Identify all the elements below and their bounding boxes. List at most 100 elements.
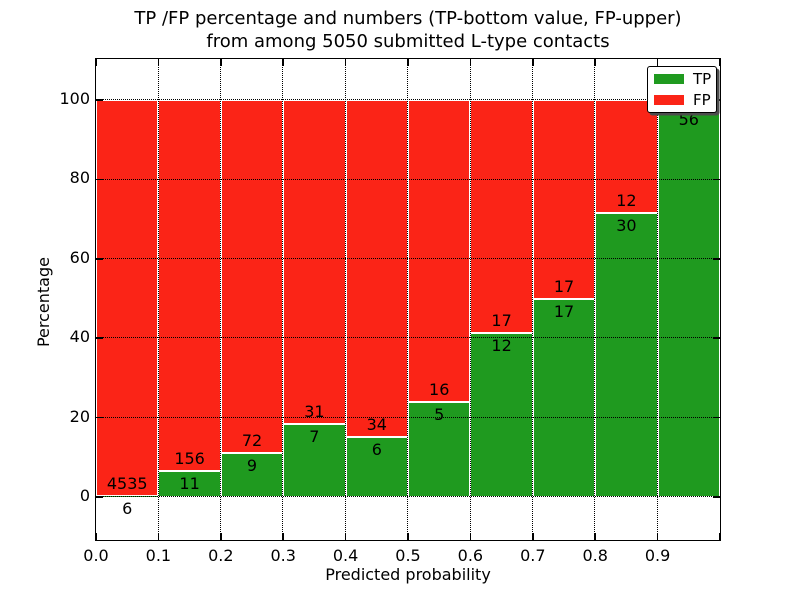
y-tick-label: 40 xyxy=(69,327,90,347)
fp-count-label: 156 xyxy=(174,448,205,468)
bar-segment-tp xyxy=(657,106,720,497)
legend-swatch-fp xyxy=(654,95,684,105)
tp-count-label: 5 xyxy=(434,405,445,425)
legend-label-tp: TP xyxy=(693,70,712,88)
x-tick-label: 0.9 xyxy=(644,546,671,565)
legend: TP FP xyxy=(647,66,717,113)
y-tick-label: 20 xyxy=(69,406,90,426)
fp-count-label: 4535 xyxy=(106,474,148,494)
bar-segment-fp xyxy=(158,100,221,471)
fp-count-label: 17 xyxy=(553,276,575,296)
bar-segment-tp xyxy=(345,437,408,497)
tp-count-label: 9 xyxy=(246,455,258,475)
x-tick-label: 0.3 xyxy=(270,546,296,565)
x-tick-bottom xyxy=(656,533,659,540)
v-gridline xyxy=(157,59,159,540)
x-tick-bottom xyxy=(220,533,222,540)
x-tick-bottom xyxy=(407,533,409,540)
plot-area: 4535615611729317346165171217171230156 xyxy=(95,58,721,541)
legend-entry-fp: FP xyxy=(654,91,716,109)
y-tick-right xyxy=(713,258,720,260)
tp-count-label: 7 xyxy=(309,426,320,446)
y-tick-right xyxy=(713,178,720,181)
chart-title-line2: from among 5050 submitted L-type contact… xyxy=(206,31,610,52)
chart-title-line1: TP /FP percentage and numbers (TP-bottom… xyxy=(134,8,682,29)
y-tick-label: 80 xyxy=(69,168,90,188)
x-tick-bottom xyxy=(469,533,472,540)
bar-segment-tp xyxy=(470,332,533,497)
x-axis-label: Predicted probability xyxy=(325,565,491,584)
x-tick-top xyxy=(282,59,284,66)
v-gridline xyxy=(407,59,409,540)
v-gridline xyxy=(532,59,533,540)
x-tick-bottom xyxy=(344,533,347,540)
y-tick-left xyxy=(96,99,103,101)
y-tick-right xyxy=(713,337,720,339)
tp-count-label: 11 xyxy=(179,473,200,493)
bar-segment-fp xyxy=(283,100,346,424)
x-tick-label: 0.8 xyxy=(582,546,608,565)
tp-count-label: 6 xyxy=(371,440,382,460)
legend-label-fp: FP xyxy=(693,91,711,109)
x-tick-top xyxy=(719,59,721,66)
bar-segment-fp xyxy=(220,100,284,453)
fp-count-label: 72 xyxy=(241,430,263,450)
bar-segment-tp xyxy=(532,298,596,497)
y-tick-left xyxy=(96,496,103,498)
x-tick-top xyxy=(656,59,659,66)
tp-count-label: 12 xyxy=(491,335,512,355)
fp-count-label: 31 xyxy=(304,401,325,421)
y-tick-label: 100 xyxy=(59,89,90,108)
tp-count-label: 30 xyxy=(616,216,637,236)
x-tick-bottom xyxy=(95,533,97,540)
v-gridline xyxy=(220,59,221,540)
y-tick-label: 60 xyxy=(69,247,90,267)
x-tick-label: 0.1 xyxy=(145,546,172,565)
x-tick-bottom xyxy=(719,533,721,540)
x-tick-bottom xyxy=(532,533,534,540)
fp-count-label: 34 xyxy=(366,415,387,435)
bar-segment-fp xyxy=(96,100,159,497)
x-tick-top xyxy=(220,59,222,66)
bar-segment-fp xyxy=(408,100,471,403)
y-tick-right xyxy=(713,496,720,498)
y-tick-left xyxy=(96,178,103,181)
x-tick-top xyxy=(469,59,472,66)
v-gridline xyxy=(282,59,284,540)
v-gridline xyxy=(344,59,346,540)
x-tick-bottom xyxy=(282,533,284,540)
x-tick-label: 0.0 xyxy=(83,546,109,565)
x-tick-top xyxy=(532,59,534,66)
v-gridline xyxy=(594,59,596,540)
x-tick-bottom xyxy=(157,533,160,540)
fp-count-label: 17 xyxy=(491,310,512,330)
y-tick-right xyxy=(713,416,720,419)
y-tick-left xyxy=(96,258,103,260)
legend-entry-tp: TP xyxy=(654,70,716,88)
x-tick-label: 0.7 xyxy=(520,546,546,565)
x-tick-top xyxy=(95,59,97,66)
bar-segment-fp xyxy=(532,100,596,299)
bar-segment-fp xyxy=(470,100,533,333)
x-tick-top xyxy=(157,59,160,66)
x-tick-label: 0.2 xyxy=(208,546,234,565)
v-gridline xyxy=(656,59,658,540)
y-tick-label: 0 xyxy=(79,486,90,505)
x-tick-top xyxy=(344,59,347,66)
tp-count-label: 17 xyxy=(553,301,575,321)
y-tick-left xyxy=(96,416,103,419)
x-tick-top xyxy=(407,59,409,66)
tp-count-label: 6 xyxy=(122,499,133,519)
tp-count-label: 56 xyxy=(678,109,699,129)
x-tick-label: 0.6 xyxy=(457,546,484,565)
legend-swatch-tp xyxy=(654,74,684,84)
y-axis-label: Percentage xyxy=(34,257,53,348)
bar-segment-fp xyxy=(595,100,658,214)
y-tick-left xyxy=(96,337,103,339)
fp-count-label: 12 xyxy=(616,191,637,211)
fp-count-label: 16 xyxy=(429,380,450,400)
bar-segment-tp xyxy=(595,213,658,497)
x-tick-label: 0.5 xyxy=(395,546,421,565)
chart-title: TP /FP percentage and numbers (TP-bottom… xyxy=(96,7,720,53)
